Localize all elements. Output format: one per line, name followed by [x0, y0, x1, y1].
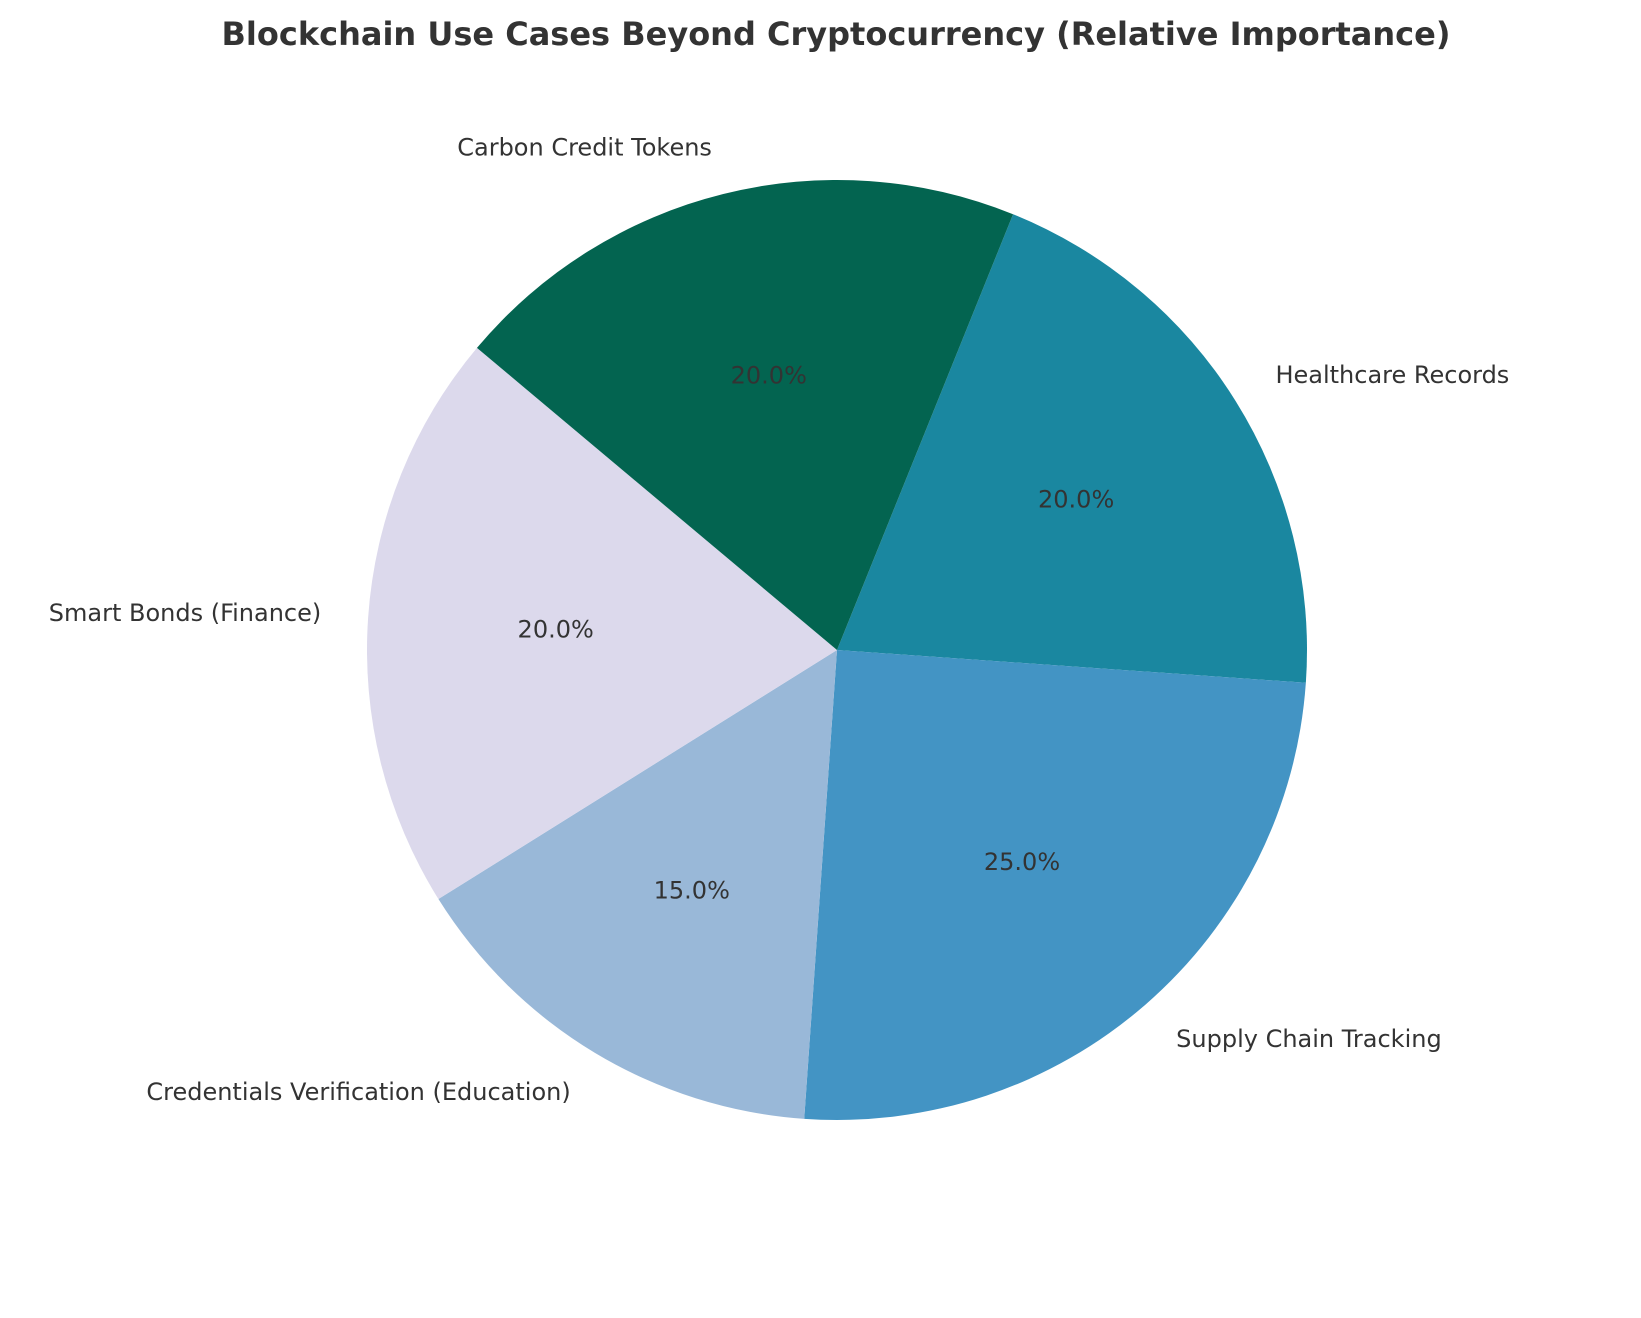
slice-label: Smart Bonds (Finance)	[49, 599, 322, 627]
value-label: 20.0%	[731, 361, 807, 389]
pie-slice	[438, 650, 837, 1119]
value-label: 25.0%	[984, 848, 1060, 876]
pie-slice	[804, 650, 1306, 1120]
value-label: 15.0%	[654, 877, 730, 905]
pie-slice	[476, 180, 1014, 650]
slice-label: Carbon Credit Tokens	[457, 133, 712, 161]
value-label: 20.0%	[1038, 486, 1114, 514]
slice-label: Healthcare Records	[1275, 361, 1509, 389]
value-label: 20.0%	[518, 615, 594, 643]
chart-title: Blockchain Use Cases Beyond Cryptocurren…	[222, 15, 1451, 53]
slice-label: Credentials Verification (Education)	[146, 1078, 570, 1106]
slice-label: Supply Chain Tracking	[1176, 1025, 1442, 1053]
pie-slice	[837, 214, 1307, 683]
pie-slice	[367, 347, 837, 900]
